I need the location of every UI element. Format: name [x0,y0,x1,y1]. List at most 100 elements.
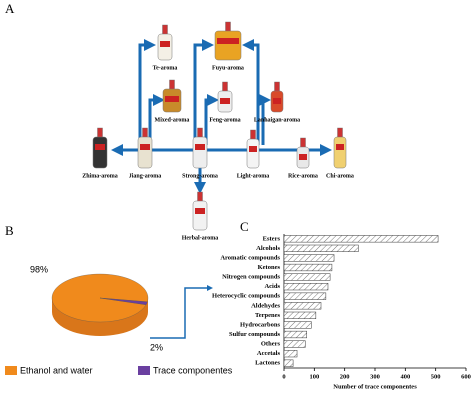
bottle [214,21,242,61]
bottle [192,127,208,169]
node-label: Mixed-aroma [155,117,190,123]
x-tick-label: 300 [370,373,380,380]
arrows [111,39,332,339]
bar [283,330,307,339]
bottle-neck [197,191,203,203]
node-label: Zhima-aroma [82,173,118,179]
bar [283,359,294,367]
node-label: Light-aroma [237,173,270,179]
bottle-neck [300,137,306,149]
bottle-body [214,30,242,61]
bar [283,273,331,281]
y-tick-label: Ketones [258,264,281,271]
y-tick-label: Heterocyclic compounds [212,293,280,300]
bar [283,254,335,262]
y-tick-label: Others [261,341,281,348]
node-label: Herbal-aroma [182,235,219,241]
arrow [148,94,165,145]
bottle [296,137,310,169]
bottle-neck [222,81,228,93]
bottle-body [192,200,208,231]
bar-chart: 0 100 200 300 400 500 600 Number of trace compo… [212,234,471,390]
x-axis-label: Number of trace componentes [333,383,417,390]
bottle-label [299,154,307,160]
y-tick-label: Sulfur compounds [229,331,280,338]
bottle [162,79,182,113]
bottles: Te-aroma Fuyu-aroma Mixed-aroma Feng-aroma L… [82,21,354,241]
bottle-label [249,146,257,152]
bottle-label [195,208,205,214]
y-tick-label: Accetals [257,350,281,357]
y-tick-label: Terpenes [255,312,281,319]
y-tick-label: Lactones [255,360,280,367]
pie-slice [51,273,149,323]
pie: 98% 2% Ethanol and water Trace componentes [5,264,233,375]
pie-slice [99,297,148,305]
bottle [137,127,153,169]
legend-label: Trace componentes [153,365,233,375]
node-label: Lanhaigan-aroma [254,117,300,123]
bottle-neck [97,127,103,139]
panel-label: B [5,223,14,238]
bottle [217,81,233,113]
node-label: Strong-aroma [182,173,218,179]
bar [283,302,322,310]
bottle-label [273,98,281,104]
y-tick-label: Aldehydes [251,302,280,309]
value-label: 2% [150,342,163,352]
y-tick-label: Nitrogen compounds [222,274,280,281]
bar [283,350,298,358]
bar [283,283,329,291]
bar [283,311,317,319]
bar [283,235,439,243]
bottle [246,129,260,169]
node-label: Feng-aroma [209,117,240,123]
legend-swatch [5,366,17,375]
bottle-neck [337,127,343,139]
bottle-label [336,144,344,150]
bottle-body [246,138,260,169]
y-tick-label: Alcohols [256,245,280,252]
legend-swatch [138,366,150,375]
node-label: Jiang-aroma [129,173,162,179]
y-tick-label: Acids [264,283,280,290]
x-tick-label: 200 [340,373,350,380]
node-label: Chi-aroma [326,173,354,179]
bottle-label [165,96,179,102]
bottle-neck [162,24,168,36]
bar [283,244,359,252]
bottle-neck [274,81,280,93]
bottle-label [95,144,105,150]
x-tick-label: 500 [431,373,441,380]
arrow [259,94,271,145]
node-label: Rice-aroma [288,173,318,179]
arrow [138,39,156,145]
bar [283,263,333,272]
panel-label: A [5,1,15,16]
bottle-neck [250,129,256,141]
bottle-label [195,144,205,150]
bottle-label [160,41,170,47]
bottle [192,191,208,231]
arrow [204,94,219,145]
x-tick-label: 600 [461,373,471,380]
x-tick-label: 400 [400,373,410,380]
bottle-neck [142,127,148,139]
bottle-label [220,98,230,104]
bottle-label [217,38,239,44]
x-tick-label: 0 [282,373,285,380]
bottle-body [92,136,108,169]
node-label: Fuyu-aroma [212,65,244,71]
bottle [270,81,284,113]
bottle-body [192,136,208,169]
bottle [333,127,347,169]
bottle-neck [169,79,175,91]
bottle-body [137,136,153,169]
bottle [157,24,173,61]
x-tick-label: 100 [309,373,319,380]
y-tick-label: Hydrocarbons [240,321,280,328]
bar [283,340,306,348]
value-label: 98% [30,264,48,274]
node-label: Te-aroma [153,65,178,71]
